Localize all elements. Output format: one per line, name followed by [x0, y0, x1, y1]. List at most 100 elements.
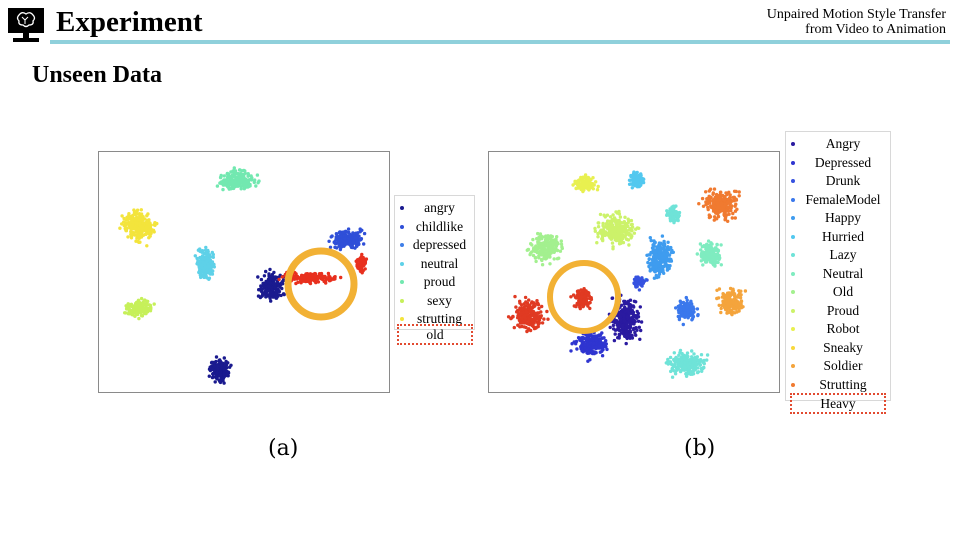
scatter-point	[578, 305, 582, 309]
scatter-point	[638, 278, 642, 282]
scatter-point	[722, 198, 726, 202]
scatter-point	[710, 242, 714, 246]
scatter-point	[152, 230, 156, 234]
slide-title: Experiment	[56, 6, 203, 38]
scatter-point	[281, 278, 286, 282]
scatter-point	[529, 314, 533, 318]
scatter-point	[316, 280, 321, 284]
scatter-point	[598, 350, 602, 354]
scatter-point	[639, 182, 643, 186]
scatter-point	[594, 337, 598, 342]
scatter-point	[351, 231, 355, 235]
scatter-point	[610, 241, 615, 245]
scatter-point	[692, 359, 696, 363]
scatter-point	[638, 337, 642, 341]
scatter-point	[520, 321, 525, 325]
scatter-point	[512, 325, 516, 330]
scatter-point	[569, 295, 573, 299]
scatter-point	[618, 312, 622, 316]
scatter-point	[204, 251, 209, 256]
scatter-point	[333, 241, 338, 246]
legend-label: Strutting	[819, 376, 867, 392]
legend-item: neutral	[395, 255, 474, 273]
scatter-point	[695, 307, 700, 311]
scatter-point	[727, 291, 731, 295]
scatter-point	[587, 294, 591, 298]
scatter-point	[348, 234, 352, 238]
scatter-point	[132, 308, 136, 312]
scatter-point	[617, 242, 622, 246]
scatter-point	[600, 354, 605, 358]
scatter-point	[648, 269, 652, 273]
scatter-point	[219, 173, 223, 178]
scatter-point	[593, 226, 597, 231]
scatter-point	[592, 335, 596, 340]
scatter-point	[281, 292, 286, 296]
scatter-point	[571, 293, 576, 297]
scatter-point	[129, 302, 134, 306]
scatter-point	[622, 319, 627, 323]
scatter-point	[120, 214, 124, 218]
scatter-point	[689, 299, 693, 303]
scatter-point	[258, 295, 263, 300]
scatter-point	[245, 184, 249, 188]
scatter-point	[144, 311, 148, 316]
scatter-point	[193, 254, 197, 258]
scatter-point	[571, 183, 575, 187]
cluster-lazy	[665, 204, 682, 225]
scatter-point	[274, 290, 279, 294]
scatter-point	[139, 296, 144, 301]
scatter-point	[706, 239, 711, 243]
scatter-point	[662, 239, 666, 244]
scatter-point	[138, 310, 142, 314]
scatter-point	[222, 356, 226, 360]
scatter-point	[147, 220, 151, 224]
scatter-point	[706, 202, 710, 206]
legend-item: angry	[395, 199, 474, 217]
scatter-plot-b	[488, 151, 780, 393]
scatter-point	[233, 172, 238, 176]
scatter-point	[596, 184, 600, 189]
scatter-point	[681, 300, 686, 305]
scatter-point	[621, 240, 626, 245]
scatter-point	[699, 353, 704, 357]
legend-b: Angry Depressed Drunk FemaleModel Happy Hurri…	[785, 131, 891, 401]
scatter-point	[636, 311, 640, 316]
scatter-point	[237, 178, 241, 183]
scatter-point	[246, 174, 250, 178]
scatter-point	[540, 321, 545, 325]
scatter-point	[639, 328, 643, 333]
cluster-sexy	[123, 296, 156, 321]
scatter-point	[575, 347, 579, 351]
legend-marker	[400, 206, 404, 210]
scatter-point	[264, 288, 268, 293]
scatter-point	[632, 170, 636, 174]
scatter-point	[605, 213, 610, 217]
scatter-point	[665, 252, 670, 256]
scatter-point	[697, 202, 701, 206]
scatter-plot-b-canvas	[506, 170, 748, 379]
scatter-point	[602, 343, 606, 347]
scatter-point	[594, 180, 598, 184]
scatter-point	[611, 323, 616, 328]
scatter-point	[256, 181, 260, 185]
scatter-point	[707, 189, 711, 193]
scatter-point	[713, 259, 717, 263]
scatter-point	[682, 365, 687, 370]
scatter-point	[686, 304, 690, 308]
scatter-point	[683, 311, 687, 315]
scatter-point	[246, 180, 250, 185]
scatter-point	[715, 210, 720, 215]
scatter-point	[728, 201, 733, 205]
scatter-point	[132, 232, 136, 236]
scatter-point	[723, 300, 728, 304]
scatter-point	[615, 211, 620, 215]
scatter-point	[362, 259, 366, 264]
scatter-point	[718, 197, 722, 202]
legend-item: Proud	[786, 302, 890, 320]
scatter-point	[669, 250, 674, 255]
scatter-point	[247, 178, 251, 182]
scatter-point	[737, 194, 741, 198]
scatter-point	[673, 369, 678, 373]
scatter-point	[225, 184, 230, 189]
